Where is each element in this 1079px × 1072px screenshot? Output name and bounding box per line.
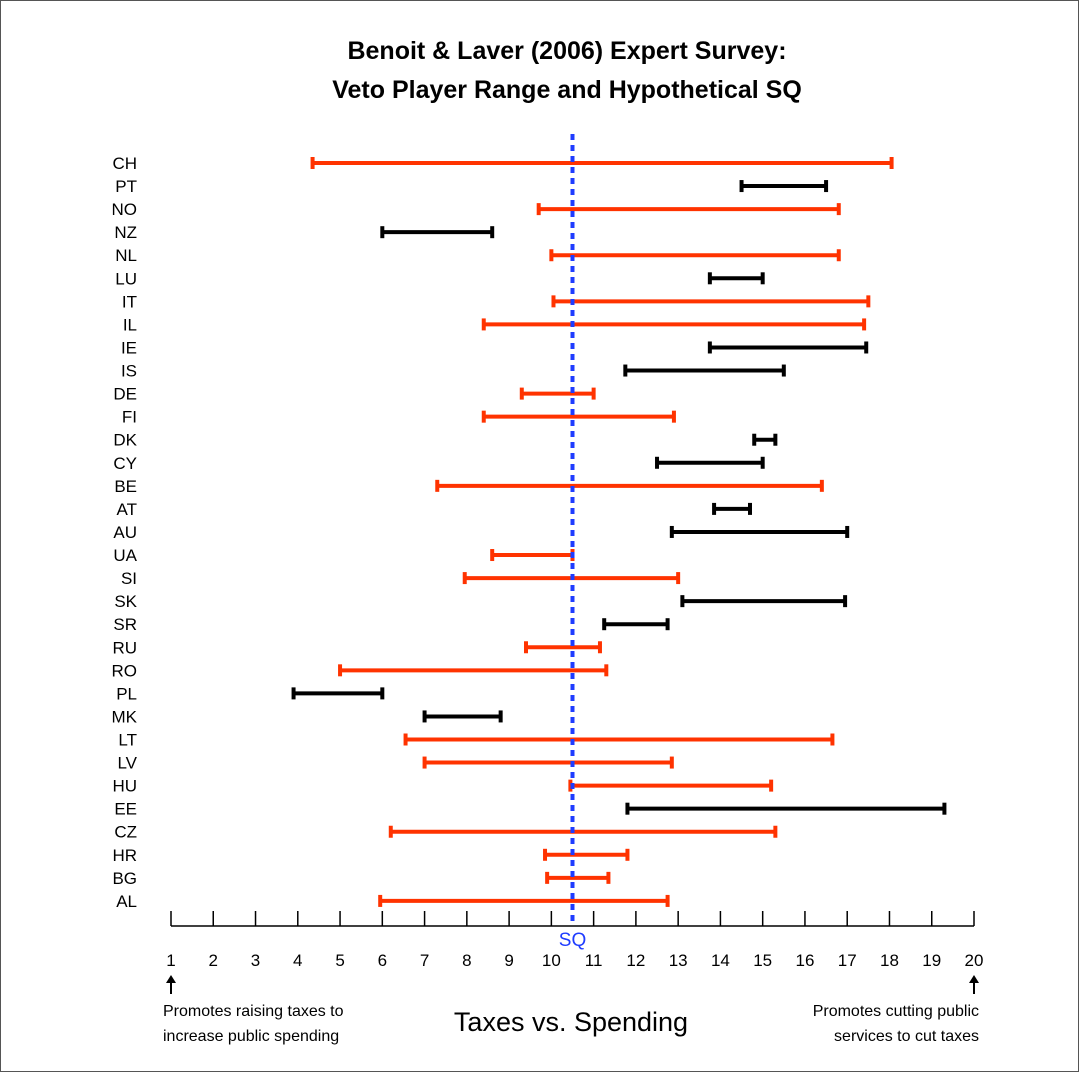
- left-note-line-2: increase public spending: [163, 1028, 339, 1045]
- category-label: LU: [115, 269, 137, 288]
- x-tick-label: 2: [209, 951, 218, 970]
- x-tick-label: 18: [880, 951, 899, 970]
- range-row-nl: NL: [115, 246, 841, 265]
- x-axis: 1 2 3 4 5 6 7 8 9 10 11 12 13 14 15 16 17 18 19 20: [166, 911, 983, 970]
- range-row-lt: LT: [118, 731, 835, 750]
- category-label: FI: [122, 408, 137, 427]
- category-label: AU: [113, 523, 137, 542]
- category-label: CH: [112, 154, 137, 173]
- x-tick-label: 8: [462, 951, 471, 970]
- category-label: DK: [113, 431, 137, 450]
- x-axis-label: Taxes vs. Spending: [454, 1007, 688, 1037]
- range-row-sr: SR: [113, 615, 670, 634]
- range-row-pl: PL: [116, 684, 385, 703]
- chart-title-line-2: Veto Player Range and Hypothetical SQ: [332, 76, 802, 104]
- x-tick-label: 19: [922, 951, 941, 970]
- x-tick-label: 5: [335, 951, 344, 970]
- category-label: BE: [114, 477, 137, 496]
- category-label: RU: [112, 638, 137, 657]
- x-tick-label: 9: [504, 951, 513, 970]
- range-row-lv: LV: [117, 754, 674, 773]
- category-label: CY: [113, 454, 137, 473]
- range-row-mk: MK: [112, 707, 503, 726]
- category-label: LT: [118, 731, 137, 750]
- chart-title-line-1: Benoit & Laver (2006) Expert Survey:: [347, 37, 786, 65]
- category-label: SK: [114, 592, 137, 611]
- category-label: EE: [114, 800, 137, 819]
- x-tick-label: 13: [669, 951, 688, 970]
- category-label: NO: [112, 200, 138, 219]
- x-tick-label: 14: [711, 951, 730, 970]
- range-row-pt: PT: [115, 177, 829, 196]
- range-row-ie: IE: [121, 338, 869, 357]
- category-label: IS: [121, 362, 137, 381]
- category-label: HU: [112, 777, 137, 796]
- category-label: AT: [117, 500, 137, 519]
- x-tick-label: 12: [626, 951, 645, 970]
- category-label: PL: [116, 684, 137, 703]
- category-label: UA: [113, 546, 137, 565]
- left-arrow-icon: [166, 975, 176, 994]
- category-label: MK: [112, 707, 138, 726]
- range-rows: CH PT NO NZ NL LU IT IL IE IS DE FI DK CY BE AT AU UA SI SK…: [112, 154, 947, 911]
- x-tick-label: 6: [378, 951, 387, 970]
- x-tick-label: 7: [420, 951, 429, 970]
- category-label: BG: [112, 869, 137, 888]
- x-tick-label: 3: [251, 951, 260, 970]
- range-row-nz: NZ: [114, 223, 495, 242]
- x-tick-label: 16: [795, 951, 814, 970]
- status-quo-label: SQ: [559, 930, 586, 951]
- category-label: IL: [123, 315, 137, 334]
- range-row-ru: RU: [112, 638, 602, 657]
- x-tick-label: 10: [542, 951, 561, 970]
- category-label: SR: [113, 615, 137, 634]
- category-label: CZ: [114, 823, 137, 842]
- range-row-si: SI: [121, 569, 681, 588]
- right-note-line-2: services to cut taxes: [834, 1028, 979, 1045]
- range-row-hr: HR: [112, 846, 630, 865]
- left-note-line-1: Promotes raising taxes to: [163, 1003, 344, 1020]
- category-label: IT: [122, 292, 137, 311]
- x-tick-label: 1: [166, 951, 175, 970]
- range-row-cy: CY: [113, 454, 765, 473]
- range-row-no: NO: [112, 200, 841, 219]
- category-label: DE: [113, 385, 137, 404]
- range-row-dk: DK: [113, 431, 778, 450]
- right-arrow-icon: [969, 975, 979, 994]
- category-label: NL: [115, 246, 137, 265]
- x-tick-label: 11: [585, 951, 603, 970]
- x-tick-label: 15: [753, 951, 772, 970]
- category-label: AL: [116, 892, 137, 911]
- range-row-cz: CZ: [114, 823, 778, 842]
- range-row-fi: FI: [122, 408, 676, 427]
- range-row-be: BE: [114, 477, 824, 496]
- range-row-lu: LU: [115, 269, 765, 288]
- range-row-hu: HU: [112, 777, 774, 796]
- category-label: PT: [115, 177, 137, 196]
- category-label: RO: [112, 661, 138, 680]
- range-row-at: AT: [117, 500, 753, 519]
- range-row-bg: BG: [112, 869, 611, 888]
- range-row-ua: UA: [113, 546, 575, 565]
- range-row-it: IT: [122, 292, 871, 311]
- category-label: LV: [117, 754, 137, 773]
- range-row-il: IL: [123, 315, 867, 334]
- range-row-au: AU: [113, 523, 850, 542]
- range-row-al: AL: [116, 892, 670, 911]
- range-row-ro: RO: [112, 661, 609, 680]
- category-label: NZ: [114, 223, 137, 242]
- x-tick-label: 17: [838, 951, 857, 970]
- range-row-ee: EE: [114, 800, 947, 819]
- range-row-de: DE: [113, 385, 596, 404]
- category-label: IE: [121, 338, 137, 357]
- x-tick-label: 20: [965, 951, 984, 970]
- x-tick-label: 4: [293, 951, 302, 970]
- right-note-line-1: Promotes cutting public: [813, 1003, 979, 1020]
- range-row-is: IS: [121, 362, 786, 381]
- category-label: SI: [121, 569, 137, 588]
- range-row-ch: CH: [112, 154, 894, 173]
- category-label: HR: [112, 846, 137, 865]
- range-row-sk: SK: [114, 592, 848, 611]
